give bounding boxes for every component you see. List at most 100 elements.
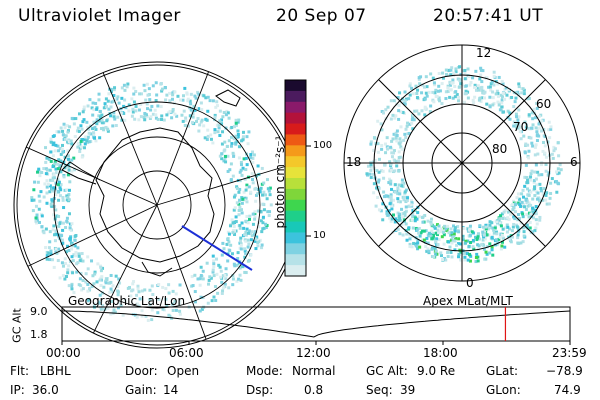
aurora-pixel <box>477 237 481 241</box>
aurora-pixel <box>265 197 269 201</box>
aurora-pixel <box>224 160 228 164</box>
aurora-pixel <box>106 127 110 131</box>
aurora-pixel <box>376 195 380 199</box>
aurora-pixel <box>392 99 396 103</box>
aurora-pixel <box>231 151 235 155</box>
aurora-pixel <box>179 98 183 102</box>
aurora-pixel <box>417 77 421 81</box>
mlat-label-80: 80 <box>492 142 508 156</box>
aurora-pixel <box>394 114 398 118</box>
aurora-pixel <box>558 163 562 167</box>
aurora-pixel <box>513 100 517 104</box>
colorbar-unit-label: photon cm⁻²s⁻¹ <box>273 135 287 229</box>
aurora-pixel <box>61 274 65 278</box>
aurora-pixel <box>44 146 48 150</box>
aurora-pixel <box>490 236 494 240</box>
aurora-pixel <box>174 292 178 296</box>
aurora-pixel <box>57 214 61 218</box>
aurora-pixel <box>481 69 485 73</box>
aurora-pixel <box>171 109 175 113</box>
aurora-pixel <box>86 267 90 271</box>
aurora-pixel <box>168 109 172 113</box>
aurora-pixel <box>57 247 61 251</box>
colorbar-tick-100: 100 <box>313 140 333 151</box>
aurora-pixel <box>376 119 380 123</box>
aurora-pixel <box>113 97 117 101</box>
aurora-pixel <box>59 126 63 130</box>
aurora-pixel <box>205 118 209 122</box>
aurora-pixel <box>437 231 441 235</box>
aurora-pixel <box>529 175 533 179</box>
aurora-pixel <box>237 145 241 149</box>
aurora-pixel <box>233 264 237 268</box>
aurora-pixel <box>427 231 431 235</box>
aurora-pixel <box>446 86 450 90</box>
aurora-pixel <box>387 212 391 216</box>
aurora-pixel <box>239 208 243 212</box>
aurora-pixel <box>49 137 53 141</box>
aurora-pixel <box>380 169 384 173</box>
aurora-pixel <box>465 252 469 256</box>
aurora-pixel <box>425 249 429 253</box>
aurora-pixel <box>243 177 247 181</box>
aurora-pixel <box>413 109 417 113</box>
aurora-pixel <box>212 295 216 299</box>
aurora-pixel <box>455 243 459 247</box>
aurora-pixel <box>111 284 115 288</box>
aurora-pixel <box>397 214 401 218</box>
aurora-pixel <box>55 214 59 218</box>
aurora-pixel <box>389 219 393 223</box>
aurora-pixel <box>133 117 137 121</box>
aurora-pixel <box>392 149 396 153</box>
aurora-pixel <box>417 215 421 219</box>
aurora-pixel <box>75 270 79 274</box>
aurora-pixel <box>246 142 250 146</box>
aurora-pixel <box>424 75 428 79</box>
aurora-pixel <box>237 277 241 281</box>
aurora-pixel <box>91 274 95 278</box>
aurora-pixel <box>252 153 256 157</box>
aurora-pixel <box>488 85 492 89</box>
aurora-pixel <box>194 96 198 100</box>
aurora-pixel <box>397 183 401 187</box>
aurora-pixel <box>482 91 486 95</box>
aurora-pixel <box>47 157 51 161</box>
aurora-pixel <box>116 95 120 99</box>
aurora-pixel <box>49 159 53 163</box>
aurora-pixel <box>459 82 463 86</box>
aurora-pixel <box>236 251 240 255</box>
aurora-pixel <box>234 118 238 122</box>
colorbar-tick-10: 10 <box>313 230 326 241</box>
aurora-pixel <box>234 134 238 138</box>
aurora-pixel <box>381 218 385 222</box>
aurora-pixel <box>512 222 516 226</box>
aurora-pixel <box>178 312 182 316</box>
aurora-pixel <box>522 234 526 238</box>
aurora-pixel <box>536 191 540 195</box>
aurora-pixel <box>369 163 373 167</box>
aurora-pixel <box>492 70 496 74</box>
aurora-pixel <box>43 182 47 186</box>
aurora-pixel <box>434 94 438 98</box>
aurora-pixel <box>410 86 414 90</box>
aurora-pixel <box>31 209 35 213</box>
aurora-pixel <box>74 254 78 258</box>
aurora-pixel <box>56 167 60 171</box>
aurora-pixel <box>482 247 486 251</box>
aurora-pixel <box>68 238 72 242</box>
aurora-pixel <box>454 70 458 74</box>
aurora-pixel <box>393 169 397 173</box>
aurora-pixel <box>165 93 169 97</box>
aurora-pixel <box>241 138 245 142</box>
aurora-pixel <box>414 244 418 248</box>
aurora-pixel <box>512 124 516 128</box>
aurora-pixel <box>148 302 152 306</box>
aurora-pixel <box>365 172 369 176</box>
aurora-pixel <box>444 90 448 94</box>
aurora-pixel <box>531 123 535 127</box>
aurora-pixel <box>34 219 38 223</box>
colorbar-segment <box>285 80 306 92</box>
aurora-pixel <box>193 108 197 112</box>
aurora-pixel <box>197 129 201 133</box>
aurora-pixel <box>191 115 195 119</box>
